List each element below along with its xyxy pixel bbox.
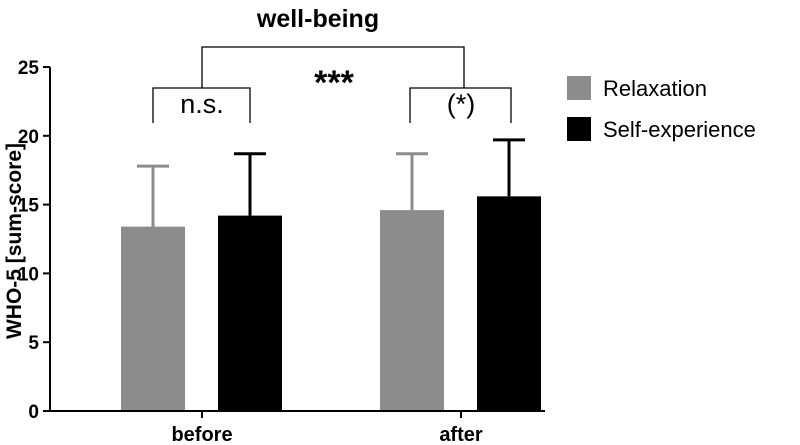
y-tick-label-5: 5 <box>28 333 39 354</box>
significance-brackets <box>152 46 512 123</box>
y-tick-label-10: 10 <box>18 264 39 285</box>
category-label-after: after <box>439 424 483 445</box>
sig-time-label: *** <box>314 64 354 102</box>
y-axis-label: WHO-5 [sum-score] <box>3 143 26 339</box>
legend-label-relaxation: Relaxation <box>603 76 707 101</box>
legend: Relaxation Self-experience <box>567 76 756 142</box>
bracket-after <box>409 87 512 123</box>
legend-label-self-experience: Self-experience <box>603 117 756 142</box>
y-tick-label-15: 15 <box>18 196 40 217</box>
y-tick-label-25: 25 <box>18 58 40 79</box>
bar-relaxation-after <box>380 210 444 411</box>
y-tick-label-0: 0 <box>28 402 39 423</box>
sig-before-label: n.s. <box>180 89 224 119</box>
y-tick-label-20: 20 <box>18 127 39 148</box>
bars <box>121 138 541 411</box>
sig-after-label: (*) <box>447 89 476 119</box>
bar-relaxation-before <box>121 226 185 411</box>
legend-swatch-relaxation <box>567 76 591 100</box>
bar-self-experience-before <box>218 215 282 411</box>
legend-swatch-self-experience <box>567 117 591 141</box>
category-label-before: before <box>171 424 232 445</box>
axes <box>49 67 545 412</box>
chart-title: well-being <box>256 5 379 33</box>
bracket-time <box>201 46 465 88</box>
bar-self-experience-after <box>477 196 541 411</box>
y-axis-ticks: 0 5 10 15 20 25 <box>18 58 462 423</box>
